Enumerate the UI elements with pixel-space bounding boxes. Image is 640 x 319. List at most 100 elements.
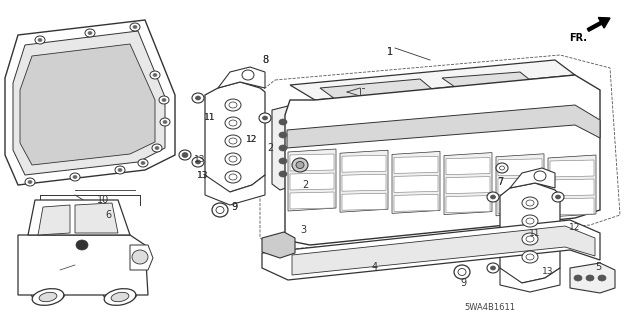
Text: 8: 8 bbox=[262, 55, 268, 65]
Ellipse shape bbox=[133, 26, 137, 28]
Ellipse shape bbox=[73, 175, 77, 179]
Text: 7: 7 bbox=[497, 177, 503, 187]
Text: 10: 10 bbox=[97, 195, 109, 205]
Polygon shape bbox=[442, 72, 530, 87]
Ellipse shape bbox=[192, 93, 204, 103]
Polygon shape bbox=[290, 60, 575, 100]
Ellipse shape bbox=[279, 171, 287, 177]
Polygon shape bbox=[444, 152, 492, 215]
Ellipse shape bbox=[179, 150, 191, 160]
Ellipse shape bbox=[88, 32, 92, 34]
Ellipse shape bbox=[195, 160, 200, 164]
Ellipse shape bbox=[225, 153, 241, 165]
Polygon shape bbox=[342, 174, 386, 191]
Ellipse shape bbox=[141, 161, 145, 165]
Ellipse shape bbox=[212, 203, 228, 217]
Polygon shape bbox=[570, 263, 615, 293]
Ellipse shape bbox=[526, 200, 534, 206]
Text: 5: 5 bbox=[595, 262, 601, 272]
Ellipse shape bbox=[225, 171, 241, 183]
Ellipse shape bbox=[487, 263, 499, 273]
Polygon shape bbox=[292, 226, 595, 275]
Text: 2: 2 bbox=[302, 180, 308, 190]
Ellipse shape bbox=[522, 251, 538, 263]
Polygon shape bbox=[394, 194, 438, 211]
Ellipse shape bbox=[279, 145, 287, 151]
Ellipse shape bbox=[155, 146, 159, 150]
Text: 7: 7 bbox=[497, 177, 503, 187]
Text: 12: 12 bbox=[570, 224, 580, 233]
Ellipse shape bbox=[229, 102, 237, 108]
Ellipse shape bbox=[153, 73, 157, 77]
Ellipse shape bbox=[279, 132, 287, 138]
Polygon shape bbox=[272, 106, 295, 190]
Ellipse shape bbox=[118, 168, 122, 172]
Ellipse shape bbox=[38, 39, 42, 41]
Polygon shape bbox=[550, 198, 594, 215]
Text: 2: 2 bbox=[267, 143, 273, 153]
Polygon shape bbox=[13, 31, 165, 175]
Polygon shape bbox=[290, 154, 334, 171]
Polygon shape bbox=[496, 154, 544, 216]
Polygon shape bbox=[287, 105, 600, 148]
Text: 13: 13 bbox=[195, 155, 205, 165]
Polygon shape bbox=[500, 268, 560, 292]
Ellipse shape bbox=[499, 166, 504, 170]
Ellipse shape bbox=[229, 174, 237, 180]
Ellipse shape bbox=[292, 158, 308, 172]
Text: 12: 12 bbox=[246, 136, 258, 145]
Polygon shape bbox=[342, 155, 386, 172]
Polygon shape bbox=[262, 220, 600, 280]
Ellipse shape bbox=[35, 36, 45, 44]
Ellipse shape bbox=[526, 218, 534, 224]
Polygon shape bbox=[500, 183, 560, 283]
Ellipse shape bbox=[454, 265, 470, 279]
Ellipse shape bbox=[216, 206, 224, 213]
Text: 9: 9 bbox=[231, 202, 237, 212]
Text: 11: 11 bbox=[204, 114, 216, 122]
Ellipse shape bbox=[586, 275, 594, 281]
Ellipse shape bbox=[192, 157, 204, 167]
Polygon shape bbox=[290, 192, 334, 209]
Ellipse shape bbox=[225, 135, 241, 147]
Polygon shape bbox=[340, 150, 388, 212]
Ellipse shape bbox=[296, 161, 304, 168]
Text: 1: 1 bbox=[387, 47, 393, 57]
Ellipse shape bbox=[70, 173, 80, 181]
Ellipse shape bbox=[150, 71, 160, 79]
Polygon shape bbox=[548, 155, 596, 217]
Ellipse shape bbox=[162, 99, 166, 101]
Text: 12: 12 bbox=[246, 136, 258, 145]
Polygon shape bbox=[446, 196, 490, 212]
Ellipse shape bbox=[522, 233, 538, 245]
Text: 6: 6 bbox=[105, 210, 111, 220]
Polygon shape bbox=[285, 75, 600, 245]
Polygon shape bbox=[130, 245, 153, 270]
Ellipse shape bbox=[490, 195, 495, 199]
Ellipse shape bbox=[130, 23, 140, 31]
Text: 11: 11 bbox=[529, 228, 541, 238]
Polygon shape bbox=[342, 193, 386, 210]
Ellipse shape bbox=[229, 138, 237, 144]
Ellipse shape bbox=[458, 269, 466, 276]
Text: 13: 13 bbox=[197, 170, 209, 180]
Ellipse shape bbox=[138, 159, 148, 167]
Text: 5WA4B1611: 5WA4B1611 bbox=[465, 302, 515, 311]
Ellipse shape bbox=[526, 236, 534, 242]
Ellipse shape bbox=[104, 289, 136, 305]
Text: 9: 9 bbox=[231, 202, 237, 212]
Ellipse shape bbox=[229, 156, 237, 162]
Polygon shape bbox=[28, 200, 130, 235]
Ellipse shape bbox=[28, 181, 32, 183]
Polygon shape bbox=[394, 156, 438, 174]
Ellipse shape bbox=[556, 195, 561, 199]
Ellipse shape bbox=[195, 96, 200, 100]
Ellipse shape bbox=[160, 118, 170, 126]
Polygon shape bbox=[498, 159, 542, 176]
Polygon shape bbox=[498, 197, 542, 214]
Ellipse shape bbox=[182, 152, 188, 158]
Polygon shape bbox=[205, 82, 265, 192]
Text: 9: 9 bbox=[460, 278, 466, 288]
Text: 3: 3 bbox=[300, 225, 306, 235]
Ellipse shape bbox=[85, 29, 95, 37]
